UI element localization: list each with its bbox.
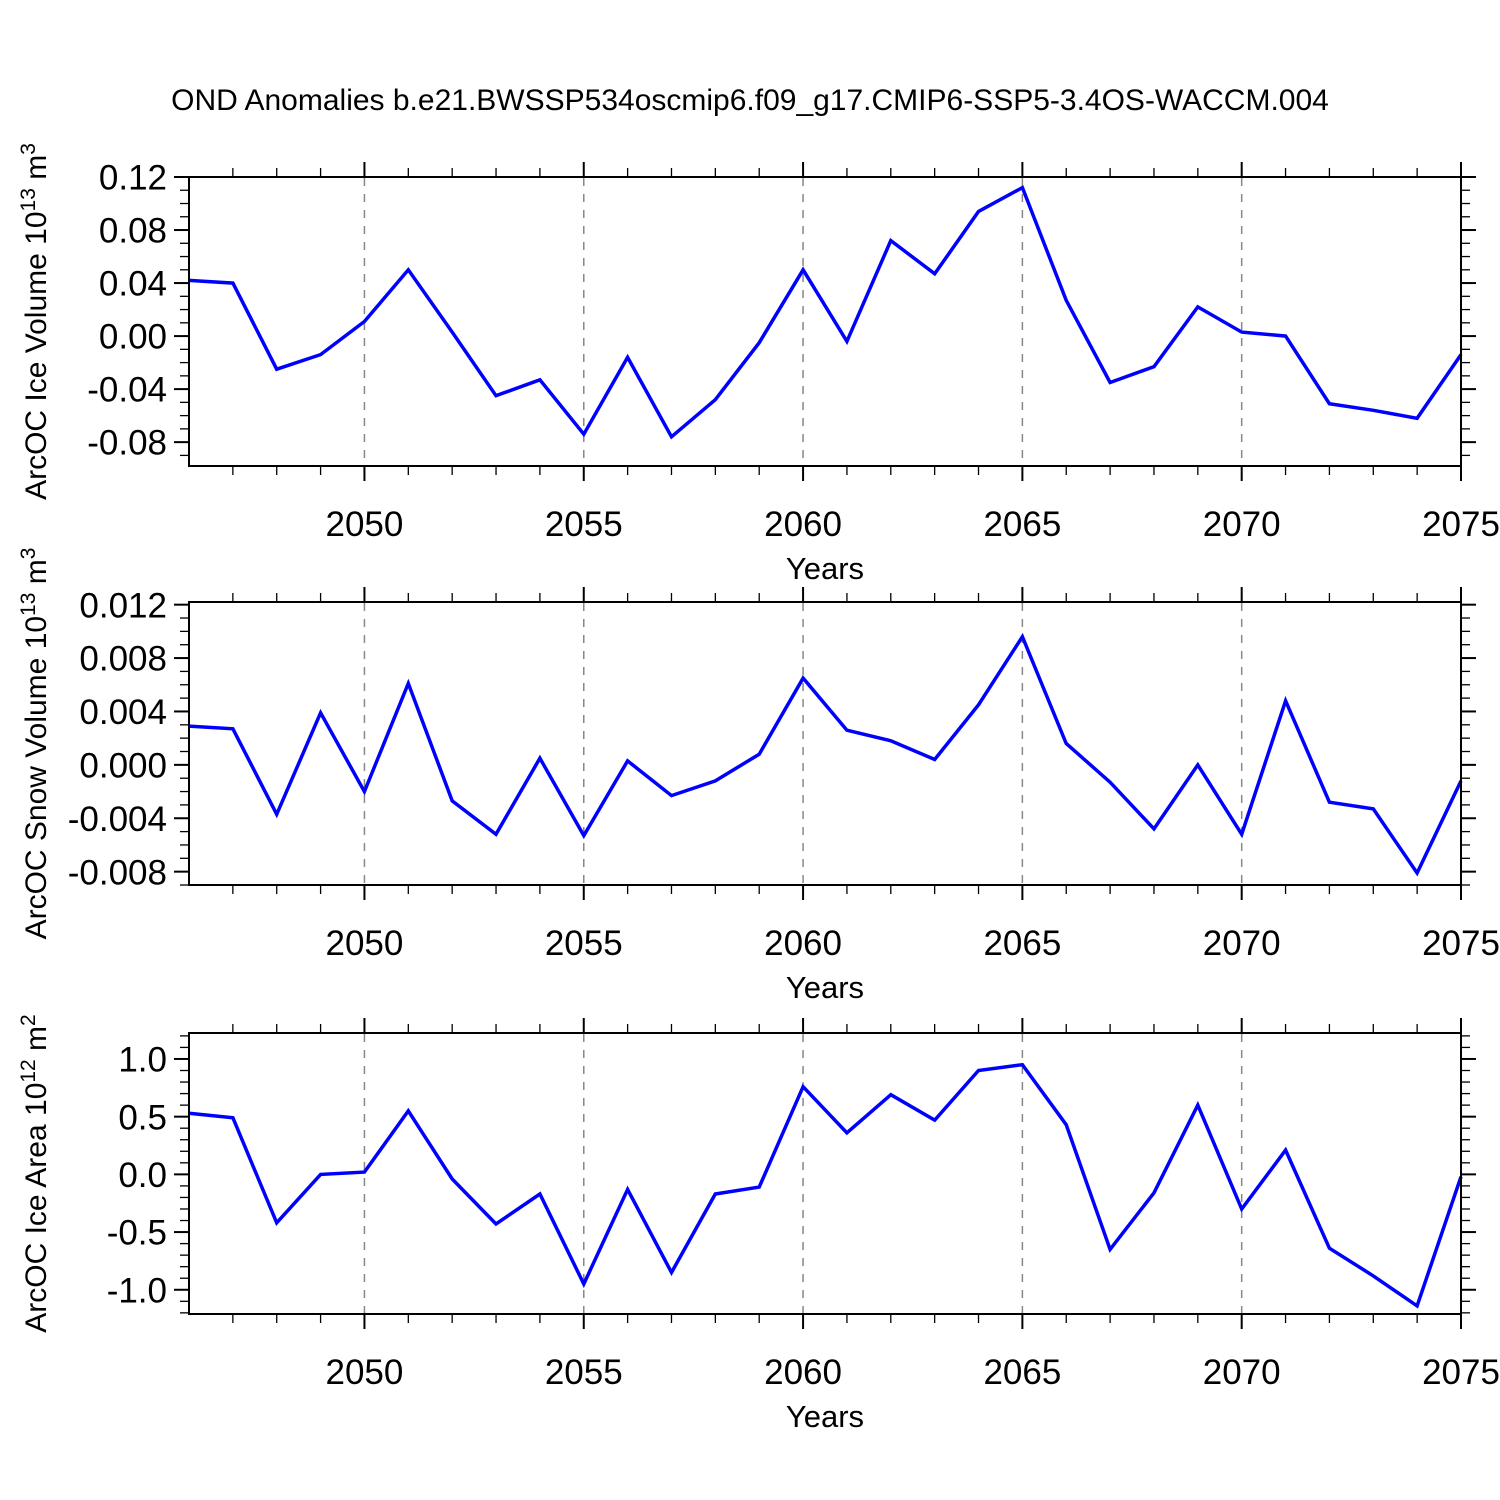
y-axis-title: ArcOC Ice Area 1012 m2 <box>17 1014 53 1332</box>
x-tick-label: 2070 <box>1203 924 1281 963</box>
x-axis-title: Years <box>786 970 864 1005</box>
x-tick-label: 2075 <box>1422 505 1500 544</box>
y-tick-label: 0.12 <box>99 159 167 198</box>
y-tick-label: -0.5 <box>107 1214 167 1253</box>
x-tick-label: 2065 <box>983 505 1061 544</box>
x-tick-label: 2055 <box>545 1353 623 1392</box>
x-tick-label: 2070 <box>1203 1353 1281 1392</box>
plot-box <box>188 601 1462 886</box>
y-tick-label: 0.012 <box>79 586 167 625</box>
y-tick-label: -0.04 <box>87 371 167 410</box>
x-axis-title: Years <box>786 551 864 586</box>
y-tick-label: -1.0 <box>107 1271 167 1310</box>
chart-title: OND Anomalies b.e21.BWSSP534oscmip6.f09_… <box>171 84 1329 117</box>
x-tick-label: 2065 <box>983 924 1061 963</box>
x-tick-label: 2075 <box>1422 1353 1500 1392</box>
x-tick-label: 2055 <box>545 505 623 544</box>
y-axis-title: ArcOC Ice Volume 1013 m3 <box>17 143 53 500</box>
series-line <box>188 632 1463 877</box>
x-tick-label: 2060 <box>764 505 842 544</box>
x-tick-label: 2050 <box>326 924 404 963</box>
x-tick-label: 2060 <box>764 1353 842 1392</box>
x-tick-label: 2050 <box>326 1353 404 1392</box>
y-tick-label: -0.004 <box>68 800 167 839</box>
plot-box <box>188 176 1462 467</box>
x-tick-label: 2075 <box>1422 924 1500 963</box>
x-tick-label: 2055 <box>545 924 623 963</box>
series-line <box>188 1062 1463 1309</box>
x-tick-label: 2070 <box>1203 505 1281 544</box>
x-axis-title: Years <box>786 1399 864 1434</box>
y-tick-label: 0.0 <box>118 1156 167 1195</box>
y-tick-label: 0.004 <box>79 693 167 732</box>
series-line <box>188 185 1463 440</box>
panel-1: 0.012 0.008 0.004 0.000 -0.004 -0.008 2050 2055… <box>17 548 1500 1005</box>
x-tick-label: 2065 <box>983 1353 1061 1392</box>
x-tick-label: 2060 <box>764 924 842 963</box>
y-tick-label: 0.00 <box>99 318 167 357</box>
x-tick-label: 2050 <box>326 505 404 544</box>
panel-2: 1.0 0.5 0.0 -0.5 -1.0 2050 2055 2060 2065 2070 207… <box>17 1014 1500 1434</box>
y-tick-label: 0.008 <box>79 640 167 679</box>
y-tick-label: 0.04 <box>99 265 167 304</box>
y-tick-label: 0.5 <box>118 1098 167 1137</box>
y-tick-label: -0.08 <box>87 424 167 463</box>
y-axis-title: ArcOC Snow Volume 1013 m3 <box>17 548 53 940</box>
y-tick-label: 0.000 <box>79 746 167 785</box>
panel-0: 0.12 0.08 0.04 0.00 -0.04 -0.08 2050 2055 2060 20… <box>17 143 1500 586</box>
y-tick-label: 0.08 <box>99 212 167 251</box>
y-tick-label: 1.0 <box>118 1041 167 1080</box>
y-tick-label: -0.008 <box>68 853 167 892</box>
